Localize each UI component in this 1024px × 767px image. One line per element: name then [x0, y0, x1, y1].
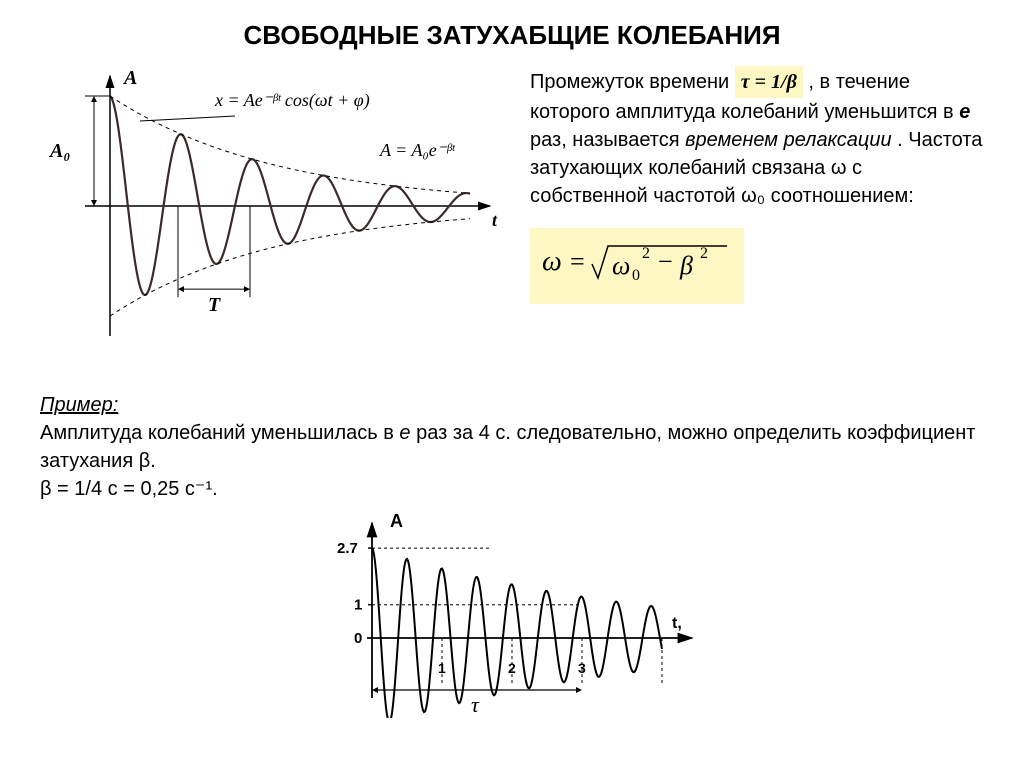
svg-text:x = Ae⁻ᵝᵗ cos(ωt + φ): x = Ae⁻ᵝᵗ cos(ωt + φ) [214, 90, 370, 111]
bottom-chart: At, 2.7 1 0 1 2 3 τ [40, 508, 984, 723]
main-chart: At A₀ Tx = Ae⁻ᵝᵗ cos(ωt + φ) A = A₀e⁻ᵝᵗ [40, 66, 510, 361]
relaxation-term: временем релаксации [685, 129, 891, 151]
e-emphasis: е [959, 101, 970, 123]
para-text-1: Промежуток времени [530, 71, 735, 93]
svg-text:=: = [570, 247, 585, 276]
svg-text:β: β [679, 251, 693, 280]
svg-text:t,: t, [672, 615, 682, 632]
omega-formula-block: ω = ω 0 2 − β 2 [530, 228, 984, 304]
example-e: е [399, 422, 410, 444]
para-text-3: раз, называется [530, 129, 685, 151]
svg-text:0: 0 [354, 630, 362, 647]
omega-formula: ω = ω 0 2 − β 2 [530, 228, 744, 304]
svg-text:3: 3 [578, 660, 586, 676]
page-title: СВОБОДНЫЕ ЗАТУХАБЩИЕ КОЛЕБАНИЯ [40, 20, 984, 51]
svg-text:0: 0 [632, 267, 640, 284]
svg-text:2.7: 2.7 [337, 540, 358, 557]
svg-text:A: A [390, 511, 403, 531]
svg-text:2: 2 [700, 245, 708, 262]
example-text-1: Амплитуда колебаний уменьшилась в [40, 422, 399, 444]
svg-text:A: A [122, 67, 137, 89]
top-section: At A₀ Tx = Ae⁻ᵝᵗ cos(ωt + φ) A = A₀e⁻ᵝᵗ Про… [40, 66, 984, 361]
svg-text:1: 1 [354, 597, 362, 614]
svg-text:A₀: A₀ [48, 140, 70, 162]
svg-text:2: 2 [508, 660, 516, 676]
svg-text:A = A₀e⁻ᵝᵗ: A = A₀e⁻ᵝᵗ [379, 140, 455, 160]
tau-formula: τ = 1/β [735, 66, 803, 98]
svg-text:1: 1 [438, 660, 446, 676]
svg-text:ω: ω [542, 246, 562, 277]
main-text: Промежуток времени τ = 1/β , в течение к… [530, 66, 984, 304]
svg-text:τ: τ [471, 692, 480, 717]
svg-text:2: 2 [642, 245, 650, 262]
example-section: Пример: Амплитуда колебаний уменьшилась … [40, 391, 984, 503]
example-label: Пример: [40, 394, 118, 416]
svg-text:t: t [492, 210, 498, 230]
svg-text:ω: ω [612, 251, 630, 280]
svg-text:−: − [658, 247, 673, 276]
svg-text:T: T [208, 294, 221, 316]
example-text-3: β = 1/4 с = 0,25 с⁻¹. [40, 478, 218, 500]
